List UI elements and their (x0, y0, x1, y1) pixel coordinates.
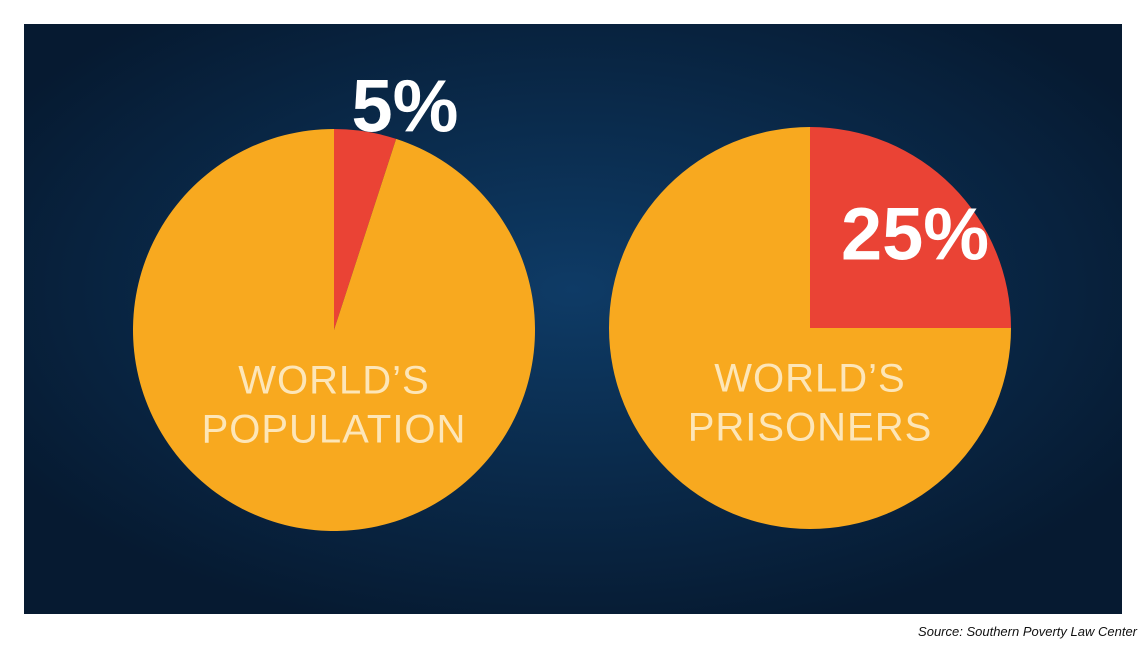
pie-title: POPULATION (202, 408, 467, 452)
pie-slice (609, 127, 1011, 529)
pie-slice (132, 129, 535, 531)
pie-slice (810, 127, 1011, 328)
pie-title: WORLD’S (714, 357, 905, 401)
source: Source: Southern Poverty Law Center (918, 624, 1138, 639)
pie-slice (334, 129, 397, 330)
pie-title: PRISONERS (688, 406, 933, 450)
value-label: 25% (841, 193, 989, 276)
pie-title: WORLD’S (238, 359, 429, 403)
value-label: 5% (352, 65, 459, 148)
